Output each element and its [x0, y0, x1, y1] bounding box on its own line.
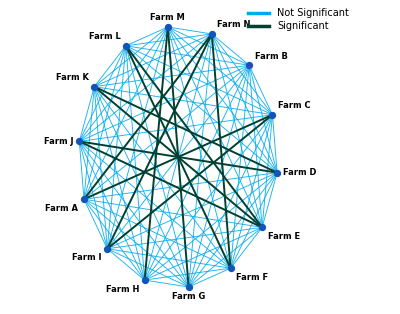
Point: [209, 31, 215, 36]
Point: [81, 197, 87, 202]
Point: [104, 246, 110, 251]
Point: [246, 63, 252, 68]
Point: [269, 112, 276, 117]
Point: [165, 24, 171, 30]
Point: [227, 266, 234, 271]
Point: [76, 139, 82, 144]
Text: Farm C: Farm C: [278, 101, 311, 110]
Text: Farm I: Farm I: [72, 253, 102, 263]
Text: Farm M: Farm M: [150, 13, 185, 22]
Text: Farm G: Farm G: [172, 292, 205, 301]
Text: Farm D: Farm D: [283, 168, 316, 177]
Text: Farm B: Farm B: [255, 51, 288, 61]
Text: Farm J: Farm J: [44, 137, 74, 146]
Text: Farm A: Farm A: [45, 204, 78, 213]
Point: [142, 278, 148, 283]
Text: Farm K: Farm K: [56, 73, 89, 82]
Point: [259, 225, 265, 230]
Point: [274, 170, 280, 175]
Text: Farm H: Farm H: [106, 285, 139, 294]
Point: [91, 84, 98, 89]
Text: Farm L: Farm L: [88, 32, 120, 41]
Text: Farm N: Farm N: [218, 20, 251, 29]
Text: Farm F: Farm F: [236, 273, 268, 282]
Point: [186, 284, 192, 290]
Point: [123, 43, 129, 48]
Legend: Not Significant, Significant: Not Significant, Significant: [246, 6, 351, 33]
Text: Farm E: Farm E: [268, 232, 300, 241]
